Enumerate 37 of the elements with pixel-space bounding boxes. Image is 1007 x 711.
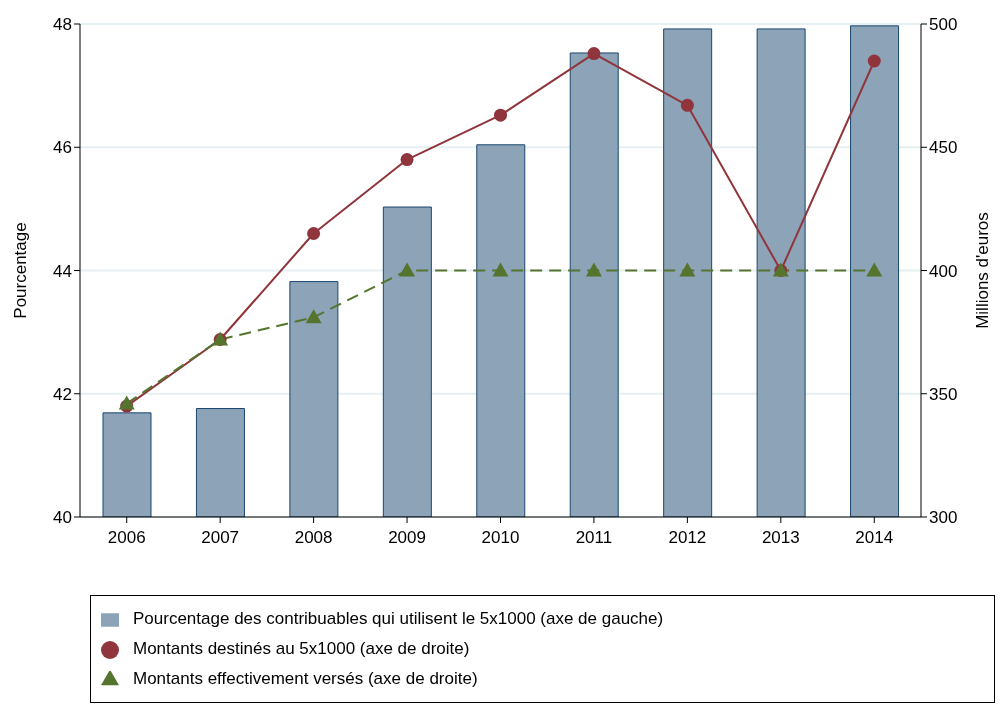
point [680, 98, 694, 112]
point [494, 108, 507, 122]
point [585, 262, 602, 277]
x-tick-label: 2008 [294, 528, 333, 548]
point [399, 262, 416, 277]
point [866, 262, 883, 277]
point [307, 227, 321, 241]
x-tick-label: 2013 [761, 528, 800, 548]
y-axis-title: Pourcentage [11, 222, 31, 319]
point [587, 47, 601, 61]
x-tick-label: 2010 [481, 528, 520, 548]
x-tick-label: 2014 [855, 528, 894, 548]
point [492, 262, 509, 277]
y-tick-label: 42 [53, 384, 72, 404]
x-tick-label: 2007 [201, 528, 240, 548]
x-tick-label: 2012 [668, 528, 707, 548]
legend-label: Montants destinés au 5x1000 (axe de droite) [133, 639, 470, 658]
x-tick-label: 2009 [388, 528, 426, 548]
y2-tick-label: 300 [929, 508, 958, 528]
y2-axis-title: Millions d'euros [973, 212, 993, 329]
y-tick-label: 46 [53, 138, 72, 158]
legend-label: Montants effectivement versés (axe de droite) [133, 669, 478, 688]
point [679, 262, 696, 277]
y-tick-label: 48 [53, 15, 72, 35]
point [400, 153, 414, 167]
point [118, 395, 135, 410]
x-tick-label: 2006 [107, 528, 146, 548]
point [867, 54, 881, 68]
y-tick-label: 40 [53, 508, 72, 528]
y2-tick-label: 500 [929, 15, 958, 35]
point [305, 309, 322, 324]
y-tick-label: 44 [53, 261, 72, 281]
x-tick-label: 2011 [575, 528, 613, 548]
y2-tick-label: 400 [929, 261, 958, 281]
y2-tick-label: 350 [929, 384, 958, 404]
legend-label: Pourcentage des contribuables qui utilisent le 5x1000 (axe de gauche) [133, 609, 664, 628]
y2-tick-label: 450 [929, 138, 958, 158]
